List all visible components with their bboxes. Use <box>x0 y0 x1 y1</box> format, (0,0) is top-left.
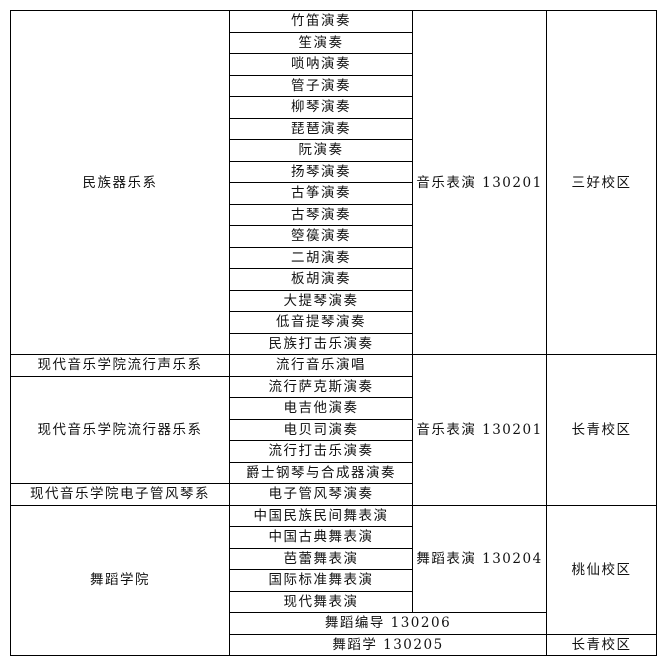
department-cell: 舞蹈学院 <box>10 504 230 656</box>
direction-cell: 现代舞表演 <box>229 590 413 613</box>
direction-cell: 琵琶演奏 <box>229 117 413 140</box>
campus-cell: 桃仙校区 <box>546 504 657 635</box>
table-row: 国际标准舞表演 <box>11 569 657 592</box>
campus-cell: 长青校区 <box>546 354 657 506</box>
table-row: 管子演奏 <box>11 74 657 97</box>
direction-cell: 电吉他演奏 <box>229 397 413 420</box>
department-cell: 民族器乐系 <box>10 10 230 355</box>
direction-cell: 古筝演奏 <box>229 182 413 205</box>
major-cell: 音乐表演 130201 <box>412 354 547 506</box>
direction-cell: 芭蕾舞表演 <box>229 547 413 570</box>
direction-cell: 竹笛演奏 <box>229 10 413 33</box>
direction-cell: 唢呐演奏 <box>229 53 413 76</box>
campus-cell: 长青校区 <box>546 633 657 656</box>
direction-cell: 扬琴演奏 <box>229 160 413 183</box>
direction-cell: 阮演奏 <box>229 139 413 162</box>
table-row: 现代音乐学院流行器乐系 流行萨克斯演奏 <box>10 375 657 484</box>
table-row: 大提琴演奏 <box>11 289 657 312</box>
department-cell: 现代音乐学院流行器乐系 <box>10 375 230 484</box>
table-row: 琵琶演奏 <box>11 117 657 140</box>
table-row: 现代音乐学院电子管风琴系 电子管风琴演奏 <box>10 483 657 506</box>
direction-cell: 箜篌演奏 <box>229 225 413 248</box>
major-cell: 音乐表演 130201 <box>412 10 547 355</box>
table-row: 古琴演奏 <box>11 203 657 226</box>
direction-cell: 中国民族民间舞表演 <box>229 504 413 527</box>
campus-cell: 三好校区 <box>546 10 657 355</box>
table-row: 唢呐演奏 <box>11 53 657 76</box>
table-row: 民族器乐系 竹笛演奏 音乐表演 130201 三好校区 <box>10 10 657 355</box>
major-cell: 舞蹈表演 130204 <box>412 504 547 613</box>
table-row: 芭蕾舞表演 <box>11 547 657 570</box>
direction-cell: 大提琴演奏 <box>229 289 413 312</box>
direction-cell: 国际标准舞表演 <box>229 569 413 592</box>
direction-cell: 低音提琴演奏 <box>229 311 413 334</box>
table-row: 电吉他演奏 <box>11 397 657 420</box>
table-row: 低音提琴演奏 <box>11 311 657 334</box>
direction-cell: 民族打击乐演奏 <box>229 332 413 355</box>
department-cell: 现代音乐学院电子管风琴系 <box>10 483 230 506</box>
direction-cell: 柳琴演奏 <box>229 96 413 119</box>
department-cell: 现代音乐学院流行声乐系 <box>10 354 230 377</box>
direction-cell: 流行萨克斯演奏 <box>229 375 413 398</box>
direction-cell: 爵士钢琴与合成器演奏 <box>229 461 413 484</box>
direction-cell: 笙演奏 <box>229 31 413 54</box>
direction-cell: 古琴演奏 <box>229 203 413 226</box>
direction-cell: 管子演奏 <box>229 74 413 97</box>
table-row: 现代音乐学院流行声乐系 流行音乐演唱 音乐表演 130201 长青校区 <box>10 354 657 506</box>
table-row: 舞蹈学院 中国民族民间舞表演 舞蹈表演 130204 桃仙校区 <box>10 504 657 656</box>
table-row: 柳琴演奏 <box>11 96 657 119</box>
direction-cell: 二胡演奏 <box>229 246 413 269</box>
table-row: 舞蹈学 130205 长青校区 <box>11 633 657 656</box>
programs-table: 民族器乐系 竹笛演奏 音乐表演 130201 三好校区 笙演奏 唢呐演奏 管子演奏 柳琴演奏琵… <box>10 10 657 656</box>
direction-cell: 电子管风琴演奏 <box>229 483 413 506</box>
major-cell: 舞蹈学 130205 <box>229 633 547 656</box>
direction-cell: 电贝司演奏 <box>229 418 413 441</box>
direction-cell: 流行音乐演唱 <box>229 354 413 377</box>
direction-cell: 板胡演奏 <box>229 268 413 291</box>
direction-cell: 中国古典舞表演 <box>229 526 413 549</box>
table-row: 舞蹈编导 130206 <box>11 612 657 635</box>
direction-cell: 流行打击乐演奏 <box>229 440 413 463</box>
table-row: 民族打击乐演奏 <box>11 332 657 355</box>
major-cell: 舞蹈编导 130206 <box>229 612 547 635</box>
